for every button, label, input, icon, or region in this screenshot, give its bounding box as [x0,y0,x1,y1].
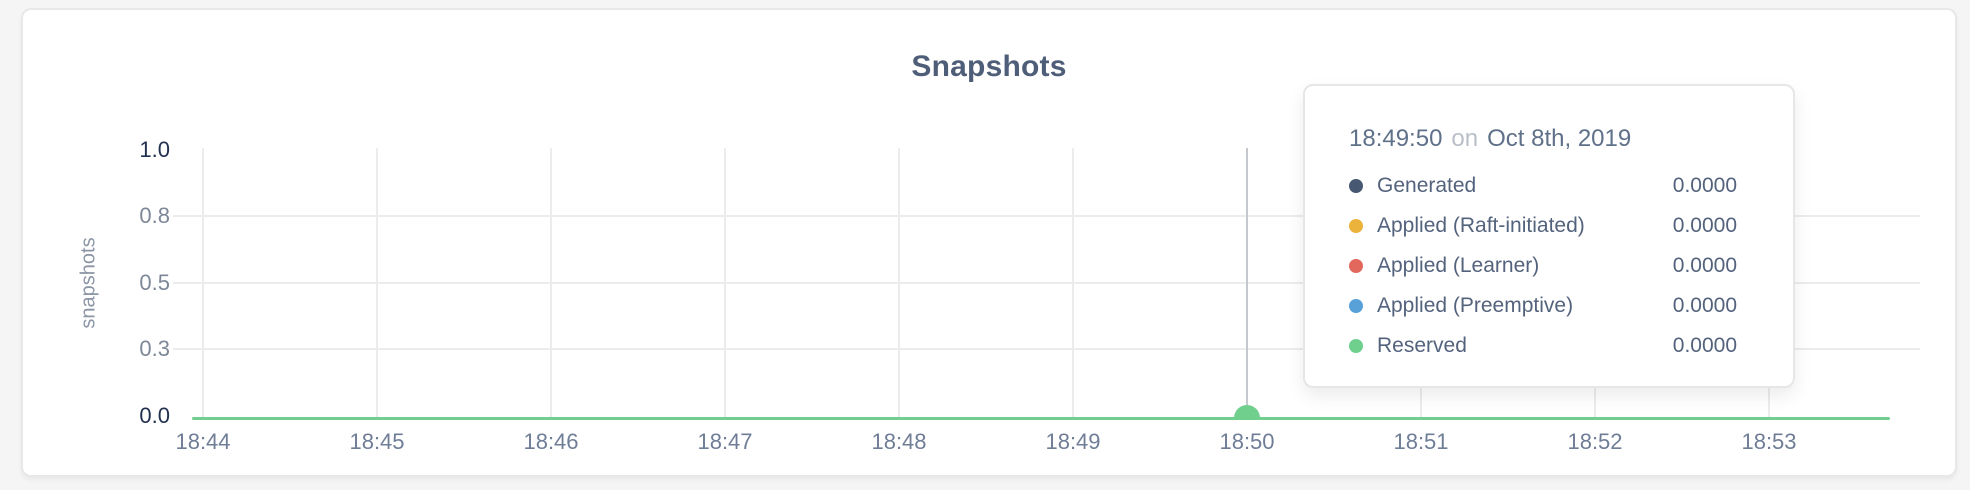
tooltip-row: Applied (Raft-initiated) 0.0000 [1349,206,1737,246]
gridline-horizontal [173,282,1920,284]
tooltip-row: Applied (Preemptive) 0.0000 [1349,286,1737,326]
y-tick-label-max: 1.0 [139,137,170,162]
tooltip-header: 18:49:50 on Oct 8th, 2019 [1349,124,1737,154]
series-value: 0.0000 [1672,334,1737,357]
x-tick-label: 18:48 [871,429,927,454]
chart-panel: Snapshots snapshots 1.0 0.8 0.5 0.3 0.0 [21,8,1957,477]
series-color-dot [1349,299,1363,313]
y-tick-label: 0.3 [139,336,170,361]
series-label: Reserved [1377,334,1467,357]
series-color-dot [1349,259,1363,273]
tooltip-conjunction: on [1451,125,1479,152]
gridline-horizontal [173,348,1920,350]
series-color-dot [1349,219,1363,233]
x-tick-label: 18:53 [1741,429,1797,454]
x-tick-label: 18:52 [1567,429,1623,454]
series-color-dot [1349,179,1363,193]
series-label: Applied (Learner) [1377,254,1540,277]
y-tick-label-min: 0.0 [139,403,170,428]
series-label: Applied (Raft-initiated) [1377,214,1585,237]
tooltip-row: Generated 0.0000 [1349,166,1737,206]
x-tick-label: 18:49 [1045,429,1101,454]
x-tick-label: 18:44 [175,429,231,454]
y-tick-label: 0.8 [139,203,170,228]
series-value: 0.0000 [1672,294,1737,317]
series-value: 0.0000 [1672,254,1737,277]
tooltip-time: 18:49:50 [1349,125,1443,152]
series-label: Applied (Preemptive) [1377,294,1574,317]
hover-point-dot [1234,405,1260,418]
tooltip-row: Applied (Learner) 0.0000 [1349,246,1737,286]
x-tick-label: 18:51 [1393,429,1449,454]
series-value: 0.0000 [1672,214,1737,237]
series-value: 0.0000 [1672,174,1737,197]
series-color-dot [1349,339,1363,353]
series-label: Generated [1377,174,1477,197]
gridline-horizontal [173,215,1920,217]
hover-tooltip: 18:49:50 on Oct 8th, 2019 Generated 0.0000… [1303,84,1795,388]
x-tick-label: 18:46 [523,429,579,454]
x-tick-label: 18:45 [349,429,405,454]
hover-crosshair-line [1246,148,1248,419]
series-line-zero [192,417,1890,420]
x-tick-label: 18:47 [697,429,753,454]
tooltip-date: Oct 8th, 2019 [1487,125,1632,152]
chart-title: Snapshots [911,50,1067,83]
x-tick-label: 18:50 [1219,429,1275,454]
tooltip-row: Reserved 0.0000 [1349,326,1737,366]
y-tick-label: 0.5 [139,270,170,295]
